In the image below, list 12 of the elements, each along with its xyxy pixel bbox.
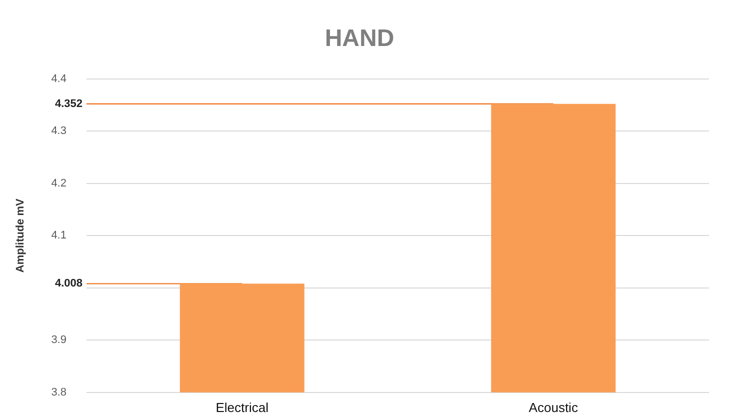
y-tick-label: 4.3 (51, 125, 66, 138)
x-tick-label: Acoustic (528, 400, 578, 415)
y-tick-label: 3.8 (51, 386, 66, 398)
chart-title: HAND (324, 25, 394, 52)
y-tick-label: 4.2 (51, 177, 66, 190)
y-tick-label: 4.1 (51, 230, 66, 242)
y-axis-title: Amplitude mV (14, 198, 27, 273)
x-tick-label: Electrical (216, 400, 269, 415)
y-tick-label: 4.4 (51, 72, 66, 85)
ref-line-label: 4.352 (54, 98, 82, 110)
y-tick-label: 3.9 (51, 334, 66, 346)
ref-line-label: 4.008 (54, 278, 82, 290)
